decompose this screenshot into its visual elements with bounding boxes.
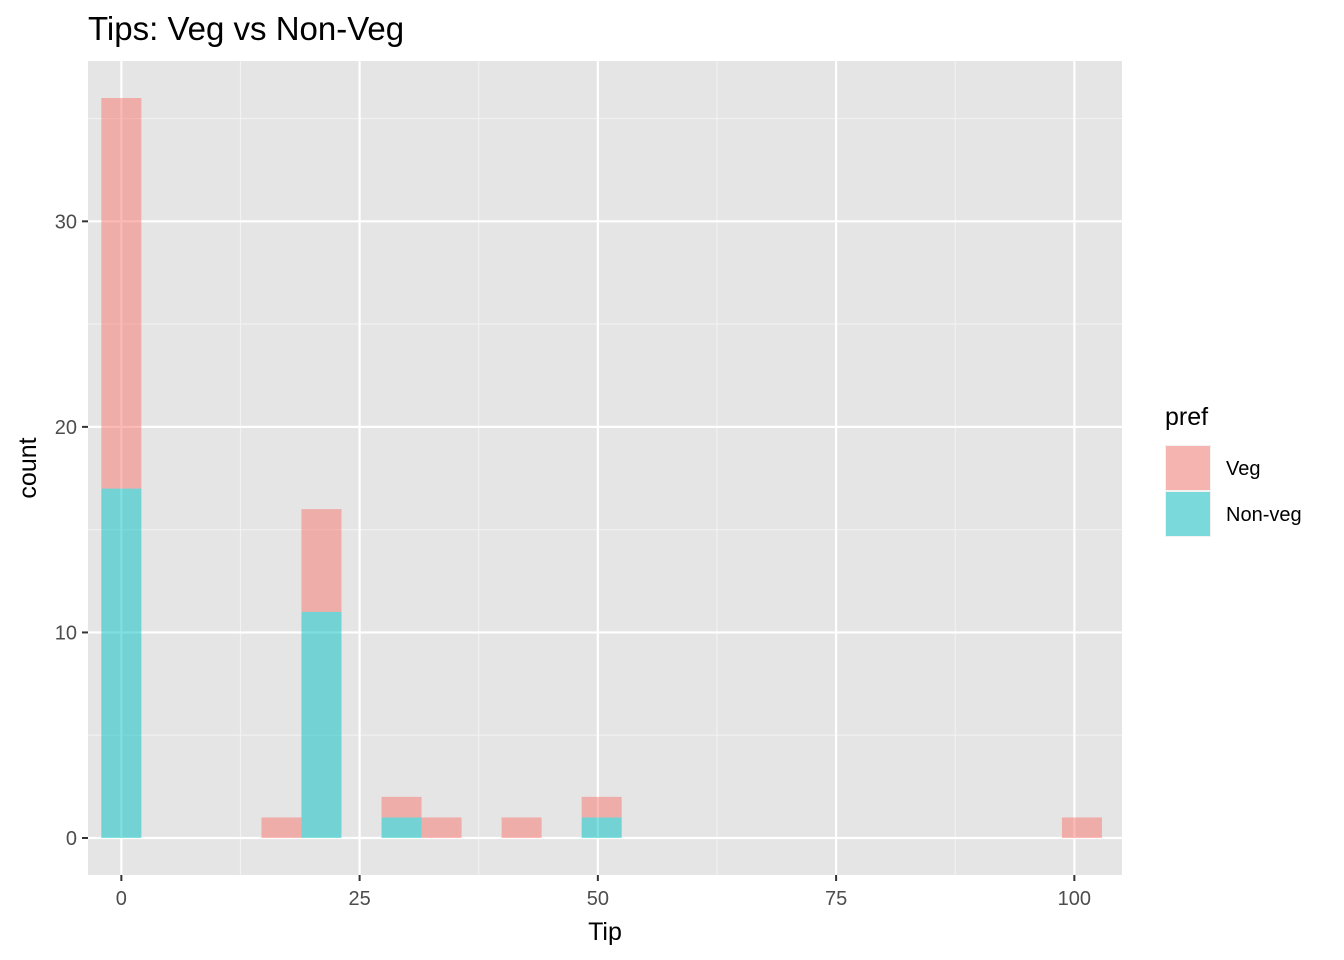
bar-veg bbox=[261, 817, 302, 838]
legend-label-veg: Veg bbox=[1226, 458, 1260, 480]
y-axis-title: count bbox=[14, 437, 42, 498]
x-tick-label: 50 bbox=[587, 888, 609, 910]
x-tick-label: 75 bbox=[825, 888, 847, 910]
bar-veg bbox=[381, 796, 422, 818]
x-tick-label: 0 bbox=[116, 888, 127, 910]
bar-non-veg bbox=[581, 817, 622, 838]
bar-veg bbox=[581, 796, 622, 818]
x-axis-title: Tip bbox=[588, 918, 622, 946]
bar-non-veg bbox=[101, 488, 142, 838]
legend: pref Veg Non-veg bbox=[1165, 403, 1302, 537]
chart-title: Tips: Veg vs Non-Veg bbox=[88, 10, 404, 47]
y-tick-label: 10 bbox=[55, 622, 77, 644]
legend-label-non-veg: Non-veg bbox=[1226, 504, 1302, 526]
bar-veg bbox=[101, 98, 142, 489]
x-tick-label: 100 bbox=[1058, 888, 1091, 910]
plot-panel bbox=[88, 61, 1122, 875]
minor-gridlines bbox=[88, 61, 1122, 875]
legend-title: pref bbox=[1165, 403, 1208, 431]
bar-veg bbox=[501, 817, 542, 838]
bar-veg bbox=[301, 509, 342, 612]
bar-veg bbox=[1061, 817, 1102, 838]
x-axis: 0 25 50 75 100 bbox=[116, 875, 1091, 910]
bars bbox=[101, 98, 1102, 838]
x-tick-label: 25 bbox=[348, 888, 370, 910]
y-tick-label: 30 bbox=[55, 211, 77, 233]
y-tick-label: 20 bbox=[55, 417, 77, 439]
bar-non-veg bbox=[381, 817, 422, 838]
bar-non-veg bbox=[301, 611, 342, 838]
y-tick-label: 0 bbox=[66, 828, 77, 850]
bar-veg bbox=[421, 817, 462, 838]
y-axis: 0 10 20 30 bbox=[55, 211, 88, 850]
legend-swatch-non-veg bbox=[1166, 492, 1210, 536]
legend-swatch-veg bbox=[1166, 446, 1210, 490]
